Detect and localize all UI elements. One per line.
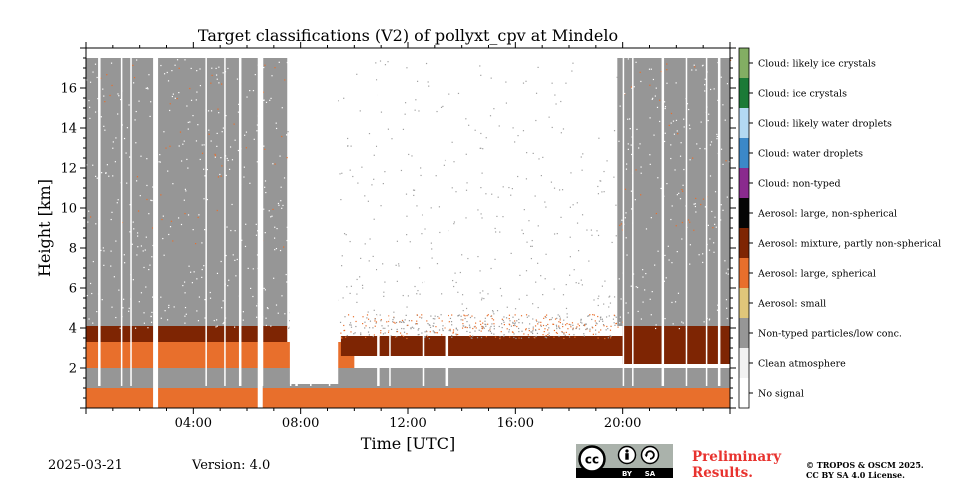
colorbar-swatch-3	[739, 138, 749, 168]
colorbar-frame	[738, 47, 750, 409]
colorbar-label-7: Aerosol: large, spherical	[757, 269, 876, 280]
x-tick-label-0: 04:00	[175, 416, 212, 431]
layer-7	[617, 58, 730, 326]
sa-label: SA	[645, 470, 656, 478]
y-tick-label-6: 14	[60, 122, 77, 137]
colorbar-swatch-11	[739, 378, 749, 408]
preliminary-results-note: Preliminary Results.	[692, 449, 802, 481]
colorbar-label-3: Cloud: water droplets	[758, 149, 863, 160]
colorbar-swatch-6	[739, 228, 749, 258]
layer-5	[622, 326, 730, 364]
cc-logo-icon	[578, 445, 606, 473]
copyright-line-2: CC BY SA 4.0 License.	[806, 470, 905, 480]
y-tick-label-7: 16	[60, 82, 77, 97]
x-tick-label-2: 12:00	[389, 416, 426, 431]
y-tick-label-1: 4	[69, 322, 77, 337]
version-label: Version: 4.0	[192, 458, 271, 473]
colorbar-swatch-7	[739, 258, 749, 288]
share-alike-icon	[640, 445, 660, 465]
y-tick-label-5: 12	[60, 162, 77, 177]
layer-3	[86, 326, 288, 342]
x-tick-label-1: 08:00	[282, 416, 319, 431]
colorbar-label-8: Aerosol: small	[757, 299, 826, 310]
y-axis-ticks: 2 4 6 8 10 12 14 16	[60, 47, 736, 409]
x-tick-label-3: 16:00	[497, 416, 534, 431]
colorbar-label-9: Non-typed particles/low conc.	[758, 329, 902, 340]
colorbar-swatch-10	[739, 348, 749, 378]
colorbar-label-11: No signal	[758, 389, 804, 400]
date-label: 2025-03-21	[48, 458, 123, 473]
layer-0	[86, 388, 730, 408]
colorbar-swatch-5	[739, 198, 749, 228]
heatmap-layers	[86, 58, 730, 408]
cc-license-badge[interactable]: cc BY SA	[576, 444, 673, 478]
chart-title: Target classifications (V2) of pollyxt_c…	[198, 26, 618, 45]
copyright-line-1: © TROPOS & OSCM 2025.	[806, 460, 924, 470]
y-axis-label: Height [km]	[35, 179, 54, 277]
copyright-note: © TROPOS & OSCM 2025. CC BY SA 4.0 Licen…	[806, 460, 956, 480]
y-tick-label-2: 6	[69, 282, 77, 297]
colorbar-legend: Cloud: likely ice crystals Cloud: ice cry…	[738, 47, 941, 409]
preliminary-line-1: Preliminary	[692, 449, 782, 465]
colorbar-swatch-4	[739, 168, 749, 198]
colorbar-swatch-9	[739, 318, 749, 348]
colorbar-swatch-1	[739, 78, 749, 108]
layer-4	[340, 336, 623, 356]
colorbar-label-10: Clean atmosphere	[758, 359, 846, 370]
preliminary-line-2: Results.	[692, 465, 753, 481]
layer-6	[86, 58, 288, 326]
y-tick-label-3: 8	[69, 242, 77, 257]
colorbar-swatch-2	[739, 108, 749, 138]
colorbar-label-6: Aerosol: mixture, partly non-spherical	[757, 239, 941, 250]
by-label: BY	[622, 470, 633, 478]
plot-area	[85, 47, 732, 409]
colorbar-label-2: Cloud: likely water droplets	[758, 119, 892, 130]
cc-logo-text: cc	[585, 453, 599, 467]
y-tick-label-0: 2	[69, 362, 77, 377]
colorbar-label-5: Aerosol: large, non-spherical	[757, 209, 897, 220]
x-axis-ticks: 04:00 08:00 12:00 16:00 20:00	[85, 42, 731, 431]
colorbar-label-0: Cloud: likely ice crystals	[758, 59, 876, 70]
data-gaps	[98, 48, 721, 408]
x-axis-label: Time [UTC]	[361, 434, 455, 453]
colorbar-swatch-0	[739, 48, 749, 78]
colorbar-label-1: Cloud: ice crystals	[758, 89, 847, 100]
x-tick-label-4: 20:00	[604, 416, 641, 431]
colorbar-swatch-8	[739, 288, 749, 318]
layer-1	[86, 368, 730, 388]
y-tick-label-4: 10	[60, 202, 77, 217]
colorbar-label-4: Cloud: non-typed	[758, 179, 841, 190]
